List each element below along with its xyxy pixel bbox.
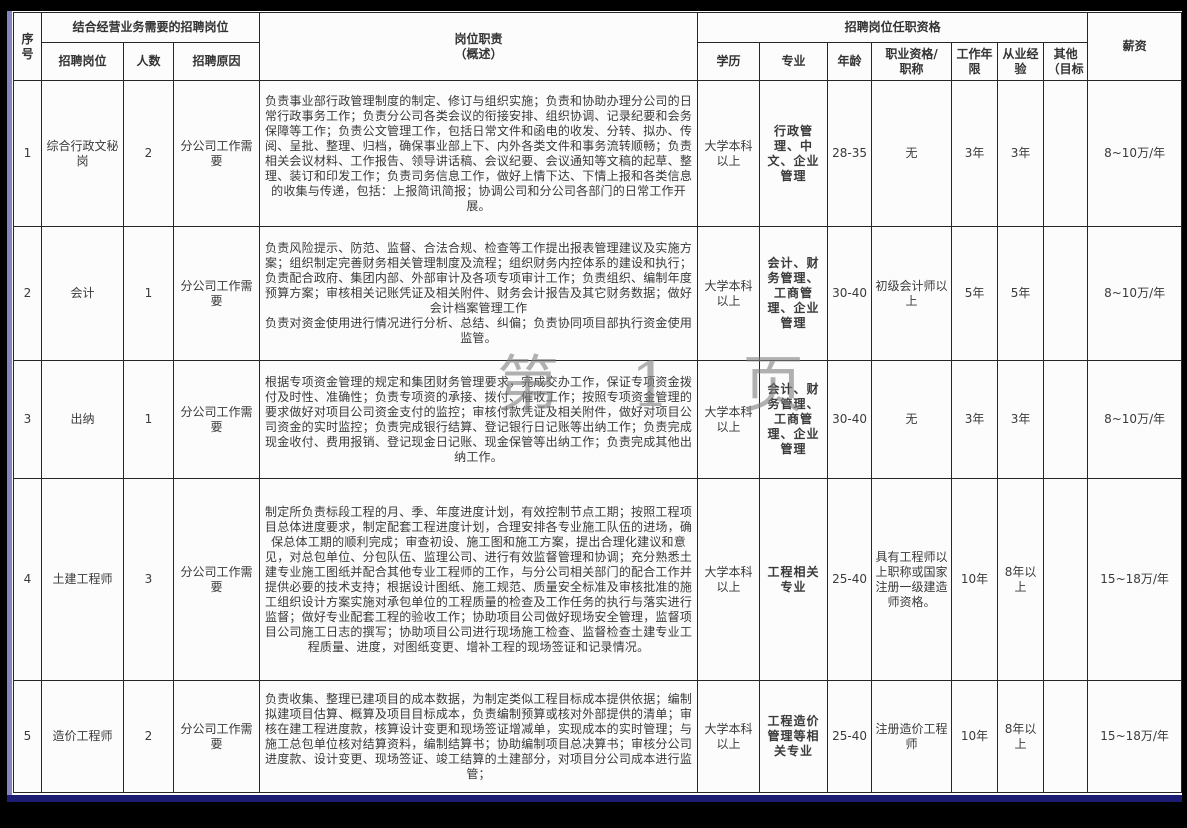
cell-major: 工程造价管理等相关专业 [759, 680, 829, 793]
cell-other [1043, 680, 1089, 793]
cell-position: 综合行政文秘岗 [41, 80, 124, 227]
cell-seq: 4 [13, 478, 42, 681]
cell-count: 2 [123, 80, 174, 227]
cell-seq: 5 [13, 680, 42, 793]
cell-age: 25-40 [827, 478, 873, 681]
cell-seq: 2 [13, 226, 42, 361]
col-header-cert: 职业资格/ 职称 [871, 42, 953, 81]
spreadsheet-area: 序号 结合经营业务需要的招聘岗位 岗位职责 （概述） 招聘岗位任职资格 薪资 招… [12, 11, 1183, 795]
cell-major: 工程相关专业 [759, 478, 829, 681]
col-header-age: 年龄 [827, 42, 873, 81]
cell-reason: 分公司工作需要 [172, 80, 261, 227]
recruitment-table: 序号 结合经营业务需要的招聘岗位 岗位职责 （概述） 招聘岗位任职资格 薪资 招… [13, 12, 1183, 793]
cell-education: 大学本科以上 [697, 80, 761, 227]
header-row-columns: 招聘岗位 人数 招聘原因 学历 专业 年龄 职业资格/ 职称 工作年限 从业经验… [14, 42, 1182, 81]
cell-education: 大学本科以上 [697, 478, 761, 681]
cell-age: 28-35 [827, 80, 873, 227]
col-group-position: 结合经营业务需要的招聘岗位 [40, 12, 261, 43]
cell-experience: 8年以上 [997, 478, 1045, 681]
cell-years: 10年 [951, 680, 999, 793]
cell-salary: 8~10万/年 [1087, 226, 1183, 361]
cell-duty: 负责收集、整理已建项目的成本数据，为制定类似工程目标成本提供依据；编制拟建项目估… [259, 680, 699, 793]
cell-salary: 8~10万/年 [1087, 80, 1183, 227]
col-header-seq: 序号 [13, 12, 42, 81]
cell-count: 1 [123, 360, 174, 479]
cell-other [1043, 478, 1089, 681]
col-header-experience: 从业经验 [997, 42, 1045, 81]
cell-major: 会计、财务管理、工商管理、企业管理 [759, 226, 829, 361]
cell-duty: 负责事业部行政管理制度的制定、修订与组织实施；负责和协助办理分公司的日常行政事务… [259, 80, 699, 227]
cell-position: 出纳 [41, 360, 124, 479]
cell-education: 大学本科以上 [697, 680, 761, 793]
cell-major: 行政管理、中文、企业管理 [759, 80, 829, 227]
col-header-other: 其他 （目标 [1043, 42, 1089, 81]
cell-years: 5年 [951, 226, 999, 361]
cell-seq: 3 [13, 360, 42, 479]
cell-seq: 1 [13, 80, 42, 227]
col-header-count: 人数 [123, 42, 174, 81]
cell-major: 会计、财务管理、工商管理、企业管理 [759, 360, 829, 479]
cell-cert: 具有工程师以上职称或国家注册一级建造师资格。 [871, 478, 953, 681]
table-row: 5 造价工程师 2 分公司工作需要 负责收集、整理已建项目的成本数据，为制定类似… [13, 680, 1183, 793]
cell-position: 造价工程师 [41, 680, 124, 793]
header-row-group: 序号 结合经营业务需要的招聘岗位 岗位职责 （概述） 招聘岗位任职资格 薪资 [13, 12, 1183, 81]
cell-salary: 15~18万/年 [1087, 680, 1183, 793]
cell-reason: 分公司工作需要 [172, 478, 261, 681]
cell-other [1043, 80, 1089, 227]
cell-reason: 分公司工作需要 [172, 226, 261, 361]
cell-experience: 3年 [997, 80, 1045, 227]
col-header-duty: 岗位职责 （概述） [259, 12, 699, 81]
cell-years: 10年 [951, 478, 999, 681]
cell-duty: 制定所负责标段工程的月、季、年度进度计划，有效控制节点工期；按照工程项目总体进度… [259, 478, 699, 681]
table-row: 3 出纳 1 分公司工作需要 根据专项资金管理的规定和集团财务管理要求，完成交办… [13, 360, 1183, 479]
col-header-years: 工作年限 [951, 42, 999, 81]
cell-duty: 根据专项资金管理的规定和集团财务管理要求，完成交办工作，保证专项资金拨付及时性、… [259, 360, 699, 479]
cell-education: 大学本科以上 [697, 226, 761, 361]
col-header-education: 学历 [697, 42, 761, 81]
cell-cert: 无 [871, 80, 953, 227]
cell-position: 会计 [41, 226, 124, 361]
cell-reason: 分公司工作需要 [172, 360, 261, 479]
col-header-salary: 薪资 [1087, 12, 1183, 81]
cell-salary: 8~10万/年 [1087, 360, 1183, 479]
cell-years: 3年 [951, 360, 999, 479]
cell-experience: 5年 [997, 226, 1045, 361]
cell-education: 大学本科以上 [697, 360, 761, 479]
col-group-qualification: 招聘岗位任职资格 [697, 12, 1089, 43]
cell-reason: 分公司工作需要 [172, 680, 261, 793]
cell-cert: 注册造价工程师 [871, 680, 953, 793]
cell-years: 3年 [951, 80, 999, 227]
cell-other [1043, 226, 1089, 361]
cell-other [1043, 360, 1089, 479]
cell-duty: 负责风险提示、防范、监督、合法合规、检查等工作提出报表管理建议及实施方案；组织制… [259, 226, 699, 361]
cell-position: 土建工程师 [41, 478, 124, 681]
table-row: 4 土建工程师 3 分公司工作需要 制定所负责标段工程的月、季、年度进度计划，有… [13, 478, 1183, 681]
cell-count: 3 [123, 478, 174, 681]
cell-count: 1 [123, 226, 174, 361]
cell-cert: 无 [871, 360, 953, 479]
cell-count: 2 [123, 680, 174, 793]
cell-experience: 8年以上 [997, 680, 1045, 793]
left-margin-strip [7, 11, 12, 795]
bottom-margin-strip [7, 795, 1182, 802]
cell-cert: 初级会计师以上 [871, 226, 953, 361]
cell-salary: 15~18万/年 [1087, 478, 1183, 681]
cell-age: 30-40 [827, 226, 873, 361]
table-row: 1 综合行政文秘岗 2 分公司工作需要 负责事业部行政管理制度的制定、修订与组织… [13, 80, 1183, 227]
cell-age: 25-40 [827, 680, 873, 793]
table-row: 2 会计 1 分公司工作需要 负责风险提示、防范、监督、合法合规、检查等工作提出… [13, 226, 1183, 361]
col-header-reason: 招聘原因 [172, 42, 261, 81]
col-header-position: 招聘岗位 [41, 42, 124, 81]
col-header-major: 专业 [759, 42, 829, 81]
cell-experience: 3年 [997, 360, 1045, 479]
cell-age: 30-40 [827, 360, 873, 479]
